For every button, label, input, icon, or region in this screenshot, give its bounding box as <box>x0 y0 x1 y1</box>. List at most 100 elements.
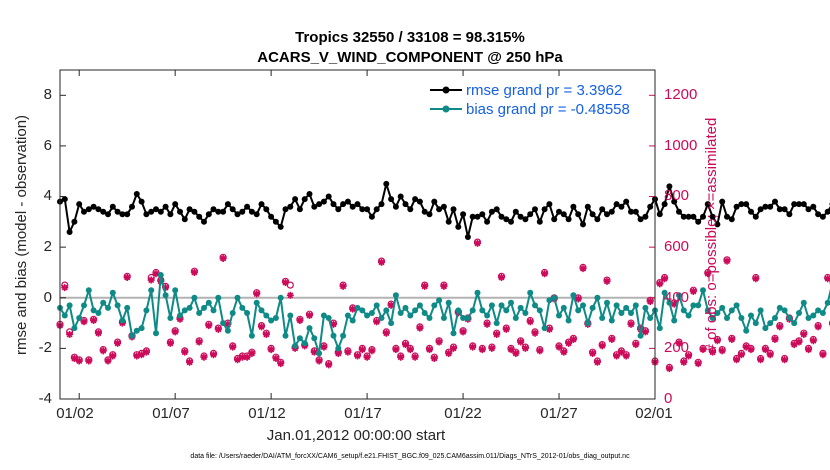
rmse-point <box>90 203 97 210</box>
obs-assimilated-marker <box>488 344 496 352</box>
legend-rmse-label: rmse grand pr = 3.3962 <box>466 82 622 99</box>
bias-point <box>810 312 817 319</box>
y-left-tick-label: 2 <box>44 238 52 255</box>
bias-point <box>676 292 682 299</box>
obs-assimilated-marker <box>229 343 237 351</box>
rmse-point <box>81 208 87 215</box>
obs-assimilated-marker <box>315 357 323 365</box>
rmse-point <box>210 206 217 213</box>
obs-assimilated-marker <box>560 348 568 356</box>
y-axis-right: 0 200 400 600 800 1000 1200 <box>664 86 697 407</box>
obs-assimilated-marker <box>387 301 395 309</box>
rmse-point <box>292 196 299 203</box>
rmse-point <box>714 221 721 228</box>
obs-assimilated-marker <box>171 328 179 336</box>
bias-point <box>205 299 212 306</box>
bias-point <box>733 302 740 309</box>
rmse-point <box>666 183 673 190</box>
obs-assimilated-marker <box>694 360 702 368</box>
rmse-point <box>153 206 159 213</box>
rmse-point <box>388 196 395 203</box>
obs-assimilated-marker <box>579 265 587 273</box>
rmse-point <box>311 203 318 210</box>
obs-assimilated-marker <box>382 329 390 337</box>
bias-point <box>767 320 774 327</box>
data-file-footnote: data file: /Users/raeder/DAI/ATM_forcXX/… <box>190 453 630 460</box>
obs-assimilated-marker <box>238 353 246 361</box>
bias-point <box>416 302 423 309</box>
obs-assimilated-marker <box>723 257 731 265</box>
obs-assimilated-marker <box>358 346 366 354</box>
bias-point <box>647 315 654 321</box>
bias-point <box>772 315 778 321</box>
bias-point <box>757 307 764 314</box>
obs-assimilated-marker <box>517 338 525 346</box>
obs-assimilated-marker <box>733 356 741 364</box>
obs-assimilated-marker <box>152 270 160 278</box>
bias-point <box>359 307 366 314</box>
bias-point <box>752 320 759 327</box>
x-tick-label: 01/07 <box>152 405 190 422</box>
rmse-point <box>191 208 198 215</box>
rmse-point <box>594 216 601 223</box>
y-axis-right-label: # of obs: o=possible; ×=assimilated <box>703 118 720 353</box>
obs-assimilated-marker <box>104 357 112 365</box>
rmse-point <box>810 203 817 210</box>
rmse-point <box>277 223 284 230</box>
legend-bias-label: bias grand pr = -0.48558 <box>466 101 630 118</box>
obs-assimilated-marker <box>555 343 563 351</box>
bias-point <box>666 299 673 306</box>
bias-point <box>685 312 692 319</box>
bias-point <box>100 299 107 306</box>
obs-assimilated-marker <box>373 318 381 326</box>
rmse-point <box>378 201 385 208</box>
rmse-point <box>819 213 826 220</box>
bias-point <box>805 315 812 321</box>
obs-assimilated-marker <box>814 323 822 331</box>
rmse-point <box>743 201 750 208</box>
bias-point <box>311 335 318 342</box>
y-right-tick-label: 200 <box>664 339 689 356</box>
y-axis-left: -4 -2 0 2 4 6 8 <box>39 86 52 407</box>
rmse-point <box>656 211 663 218</box>
obs-assimilated-marker <box>334 349 342 357</box>
obs-assimilated-marker <box>416 324 424 332</box>
obs-assimilated-marker <box>277 360 285 368</box>
bias-point <box>508 299 514 306</box>
rmse-point <box>796 201 802 208</box>
rmse-point <box>167 211 174 218</box>
rmse-point <box>532 206 538 213</box>
rmse-point <box>632 208 639 215</box>
rmse-point <box>287 203 294 210</box>
bias-point <box>119 317 126 324</box>
rmse-point <box>253 211 260 218</box>
bias-point <box>172 287 179 294</box>
rmse-point <box>508 218 514 225</box>
rmse-point <box>556 208 562 215</box>
obs-assimilated-marker <box>421 282 429 290</box>
obs-assimilated-marker <box>176 315 184 323</box>
rmse-point <box>498 213 505 220</box>
obs-assimilated-marker <box>771 336 779 344</box>
rmse-point <box>642 213 649 220</box>
y-left-tick-label: 6 <box>44 137 52 154</box>
axes-frame <box>59 69 656 400</box>
obs-assimilated-marker <box>526 318 534 326</box>
bias-point <box>498 302 505 309</box>
rmse-point <box>220 208 227 215</box>
rmse-point <box>85 206 92 213</box>
rmse-point <box>503 216 510 223</box>
bias-point <box>90 307 97 314</box>
obs-assimilated-marker <box>704 270 712 278</box>
obs-assimilated-marker <box>589 349 597 357</box>
bias-point <box>368 310 375 316</box>
obs-assimilated-marker <box>699 346 707 354</box>
obs-assimilated-marker <box>737 351 745 359</box>
rmse-point <box>527 211 534 218</box>
obs-assimilated-marker <box>613 352 621 360</box>
obs-assimilated-marker <box>665 365 673 373</box>
y-right-tick-label: 800 <box>664 187 689 204</box>
rmse-point <box>301 196 308 203</box>
y-left-tick-label: -4 <box>39 390 52 407</box>
bias-point <box>397 310 404 316</box>
